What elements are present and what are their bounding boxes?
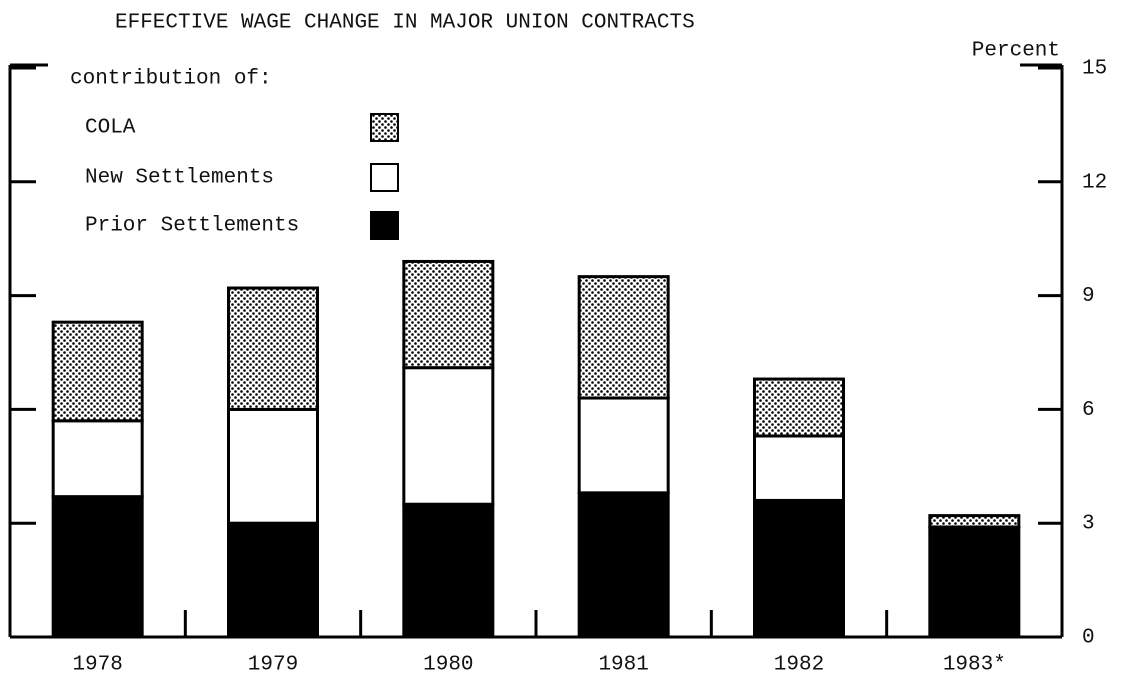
- bar-segment: [577, 396, 670, 495]
- bar-segment: [51, 419, 144, 499]
- bar-segment: [51, 495, 144, 639]
- bar-segment: [928, 525, 1021, 639]
- frame: [8, 63, 1064, 639]
- x-tick-label: 1983*: [943, 654, 1006, 677]
- x-tick-label: 1980: [423, 654, 473, 677]
- x-tick-label: 1979: [248, 654, 298, 677]
- bar-segment: [402, 502, 495, 639]
- bar-segment: [227, 286, 319, 411]
- legend-swatch: [370, 113, 399, 142]
- bar-segment: [227, 407, 319, 525]
- x-tick-label: 1982: [774, 654, 824, 677]
- legend-label: Prior Settlements: [85, 215, 299, 238]
- bar-segment: [753, 434, 845, 502]
- y-tick-label: 9: [1082, 285, 1095, 308]
- bar-segment: [51, 320, 144, 423]
- y-tick-label: 3: [1082, 513, 1095, 536]
- bar-segment: [928, 514, 1021, 529]
- y-tick-label: 6: [1082, 399, 1095, 422]
- bar-segment: [402, 366, 495, 506]
- bar-segment: [753, 498, 845, 639]
- legend-title: contribution of:: [70, 68, 272, 91]
- legend-label: New Settlements: [85, 167, 274, 190]
- bar-segment: [753, 377, 845, 438]
- y-tick-label: 15: [1082, 58, 1107, 81]
- chart-title: EFFECTIVE WAGE CHANGE IN MAJOR UNION CON…: [115, 12, 695, 35]
- bar-segment: [577, 491, 670, 639]
- bar-segment: [227, 521, 319, 639]
- y-tick-label: 0: [1082, 627, 1095, 650]
- x-tick-label: 1981: [598, 654, 648, 677]
- bar-segment: [577, 275, 670, 400]
- bar-segment: [402, 259, 495, 370]
- legend-swatch: [370, 211, 399, 240]
- y-tick-label: 12: [1082, 171, 1107, 194]
- legend-label: COLA: [85, 117, 136, 140]
- y-axis-label: Percent: [972, 40, 1060, 63]
- x-tick-label: 1978: [72, 654, 122, 677]
- legend-swatch: [370, 163, 399, 192]
